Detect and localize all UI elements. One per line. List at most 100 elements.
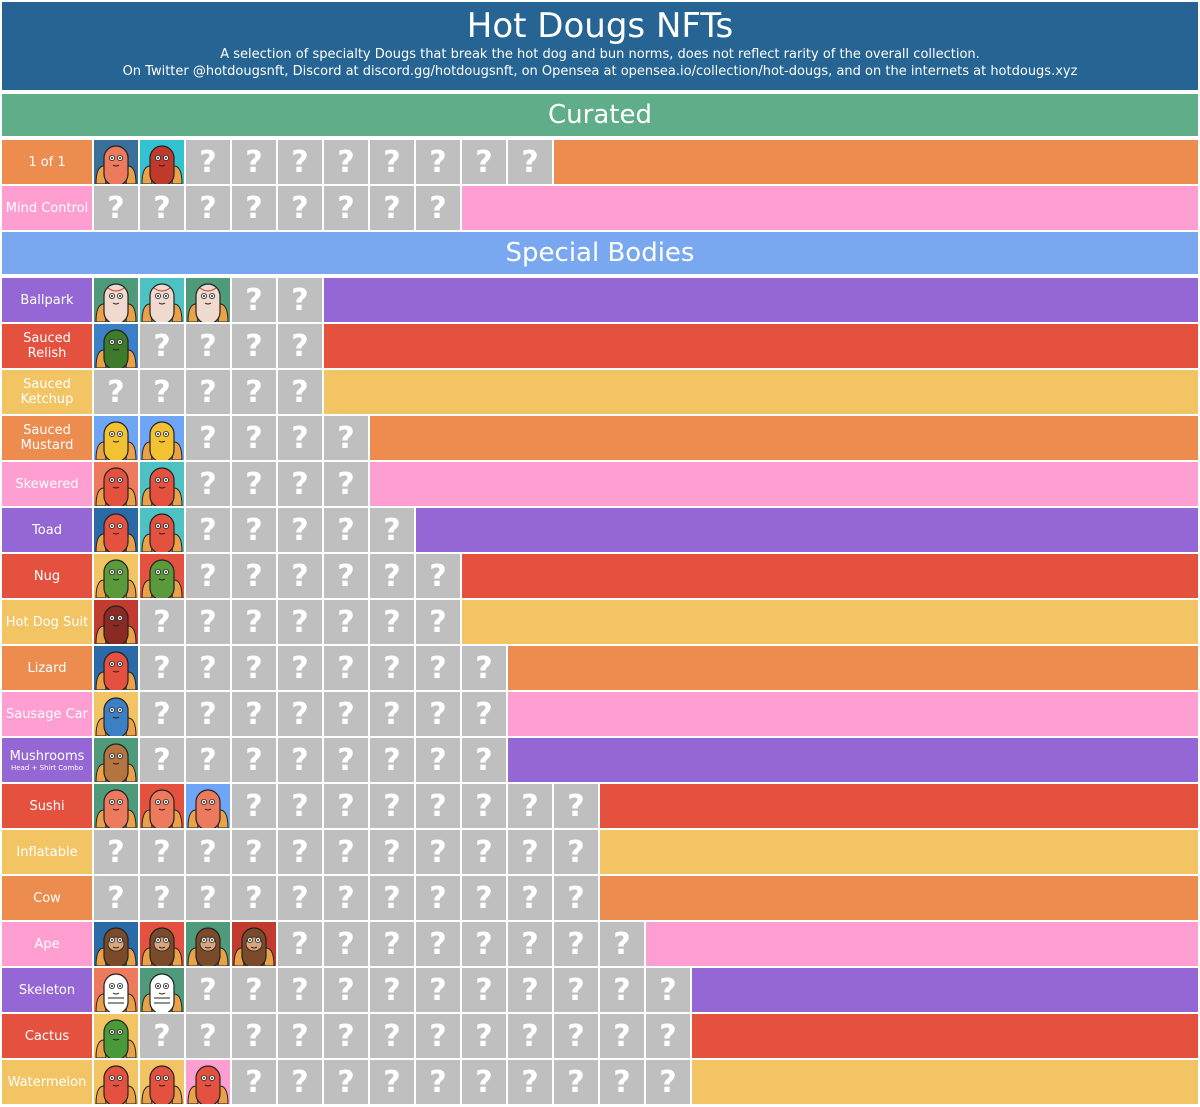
unknown-nft-placeholder: ?: [324, 140, 368, 184]
unknown-nft-placeholder: ?: [324, 646, 368, 690]
unknown-nft-placeholder: ?: [278, 692, 322, 736]
sushi-nft-3[interactable]: [186, 784, 230, 828]
ape-nft-3[interactable]: [186, 922, 230, 966]
sauced-mustard-nft-1[interactable]: [94, 416, 138, 460]
unknown-nft-placeholder: ?: [370, 784, 414, 828]
category-row-sauced-ketchup: Sauced Ketchup?????: [2, 370, 1198, 414]
row-fill-bar: [508, 646, 1198, 690]
row-fill-bar: [324, 278, 1198, 322]
unknown-nft-placeholder: ?: [232, 324, 276, 368]
hot-dog-suit-nft-1[interactable]: [94, 600, 138, 644]
unknown-nft-placeholder: ?: [232, 830, 276, 874]
unknown-nft-placeholder: ?: [94, 876, 138, 920]
skewered-nft-2[interactable]: [140, 462, 184, 506]
unknown-nft-placeholder: ?: [278, 508, 322, 552]
category-row-cactus: Cactus????????????: [2, 1014, 1198, 1058]
category-label: 1 of 1: [2, 140, 92, 184]
unknown-nft-placeholder: ?: [554, 784, 598, 828]
lizard-nft-1[interactable]: [94, 646, 138, 690]
row-fill-bar: [600, 784, 1198, 828]
unknown-nft-placeholder: ?: [462, 784, 506, 828]
unknown-nft-placeholder: ?: [186, 600, 230, 644]
ballpark-nft-1[interactable]: [94, 278, 138, 322]
unknown-nft-placeholder: ?: [232, 692, 276, 736]
unknown-nft-placeholder: ?: [186, 324, 230, 368]
unknown-nft-placeholder: ?: [232, 646, 276, 690]
category-label-text: Sauced Ketchup: [20, 377, 74, 407]
unknown-nft-placeholder: ?: [416, 1060, 460, 1104]
section-header-special-bodies: Special Bodies: [2, 232, 1198, 274]
toad-nft-1[interactable]: [94, 508, 138, 552]
row-fill-bar: [370, 416, 1198, 460]
unknown-nft-placeholder: ?: [232, 1060, 276, 1104]
sushi-nft-1[interactable]: [94, 784, 138, 828]
ape-nft-1[interactable]: [94, 922, 138, 966]
unknown-nft-placeholder: ?: [324, 922, 368, 966]
unknown-nft-placeholder: ?: [324, 508, 368, 552]
toad-nft-2[interactable]: [140, 508, 184, 552]
sauced-relish-nft-1[interactable]: [94, 324, 138, 368]
cactus-nft-1[interactable]: [94, 1014, 138, 1058]
unknown-nft-placeholder: ?: [232, 784, 276, 828]
unknown-nft-placeholder: ?: [232, 140, 276, 184]
unknown-nft-placeholder: ?: [646, 968, 690, 1012]
unknown-nft-placeholder: ?: [324, 554, 368, 598]
unknown-nft-placeholder: ?: [462, 968, 506, 1012]
nug-nft-2[interactable]: [140, 554, 184, 598]
unknown-nft-placeholder: ?: [324, 1014, 368, 1058]
unknown-nft-placeholder: ?: [416, 140, 460, 184]
row-fill-bar: [600, 876, 1198, 920]
sauced-mustard-nft-2[interactable]: [140, 416, 184, 460]
unknown-nft-placeholder: ?: [416, 600, 460, 644]
nug-nft-1[interactable]: [94, 554, 138, 598]
category-row-sauced-relish: Sauced Relish????: [2, 324, 1198, 368]
unknown-nft-placeholder: ?: [370, 876, 414, 920]
unknown-nft-placeholder: ?: [278, 600, 322, 644]
unknown-nft-placeholder: ?: [508, 876, 552, 920]
ballpark-nft-2[interactable]: [140, 278, 184, 322]
skeleton-nft-1[interactable]: [94, 968, 138, 1012]
category-row-lizard: Lizard????????: [2, 646, 1198, 690]
unknown-nft-placeholder: ?: [600, 1060, 644, 1104]
row-fill-bar: [600, 830, 1198, 874]
unknown-nft-placeholder: ?: [324, 784, 368, 828]
ape-nft-4[interactable]: [232, 922, 276, 966]
unknown-nft-placeholder: ?: [278, 968, 322, 1012]
unknown-nft-placeholder: ?: [140, 370, 184, 414]
sausage-car-nft-1[interactable]: [94, 692, 138, 736]
category-row-mind-control: Mind Control????????: [2, 186, 1198, 230]
unknown-nft-placeholder: ?: [554, 876, 598, 920]
category-label-text: Ballpark: [20, 292, 74, 308]
unknown-nft-placeholder: ?: [94, 186, 138, 230]
unknown-nft-placeholder: ?: [186, 140, 230, 184]
row-fill-bar: [692, 1014, 1198, 1058]
category-row-cow: Cow???????????: [2, 876, 1198, 920]
category-label: Toad: [2, 508, 92, 552]
row-fill-bar: [692, 1060, 1198, 1104]
unknown-nft-placeholder: ?: [232, 462, 276, 506]
category-label: Sausage Car: [2, 692, 92, 736]
watermelon-nft-1[interactable]: [94, 1060, 138, 1104]
ape-nft-2[interactable]: [140, 922, 184, 966]
mushrooms-nft-1[interactable]: [94, 738, 138, 782]
skewered-nft-1[interactable]: [94, 462, 138, 506]
unknown-nft-placeholder: ?: [324, 968, 368, 1012]
one-of-one-nft-1[interactable]: [94, 140, 138, 184]
unknown-nft-placeholder: ?: [324, 692, 368, 736]
unknown-nft-placeholder: ?: [370, 554, 414, 598]
category-label-text: Lizard: [27, 660, 67, 676]
unknown-nft-placeholder: ?: [324, 876, 368, 920]
row-fill-bar: [416, 508, 1198, 552]
category-label-text: Sausage Car: [6, 706, 88, 722]
unknown-nft-placeholder: ?: [278, 1014, 322, 1058]
unknown-nft-placeholder: ?: [462, 646, 506, 690]
ballpark-nft-3[interactable]: [186, 278, 230, 322]
unknown-nft-placeholder: ?: [232, 370, 276, 414]
skeleton-nft-2[interactable]: [140, 968, 184, 1012]
sushi-nft-2[interactable]: [140, 784, 184, 828]
row-fill-bar: [692, 968, 1198, 1012]
category-label: Cow: [2, 876, 92, 920]
watermelon-nft-3[interactable]: [186, 1060, 230, 1104]
one-of-one-nft-2[interactable]: [140, 140, 184, 184]
watermelon-nft-2[interactable]: [140, 1060, 184, 1104]
